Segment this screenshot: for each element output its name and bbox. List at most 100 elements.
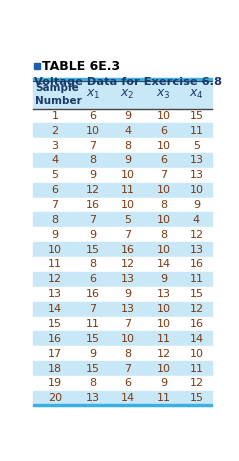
Text: 6: 6 [124,378,131,388]
Text: $x_3$: $x_3$ [156,88,171,101]
Bar [34,63,40,69]
Text: 16: 16 [86,200,100,210]
Text: 14: 14 [48,304,62,314]
Text: 12: 12 [190,378,204,388]
Text: 10: 10 [157,304,171,314]
Bar [33,108,212,123]
Text: 10: 10 [157,245,171,254]
Text: 16: 16 [190,319,203,329]
Text: 5: 5 [193,141,200,151]
Text: 14: 14 [120,393,135,403]
Text: 15: 15 [190,111,203,121]
Text: 12: 12 [190,230,204,240]
Text: 8: 8 [51,215,59,225]
Text: 13: 13 [86,393,100,403]
Text: 11: 11 [86,319,100,329]
Text: 14: 14 [190,334,204,344]
Text: 1: 1 [52,111,59,121]
Text: 13: 13 [48,289,62,299]
Text: 9: 9 [89,170,97,180]
Bar [33,361,212,376]
Text: 9: 9 [160,378,167,388]
Text: 9: 9 [51,230,59,240]
Bar [33,198,212,213]
Bar [33,301,212,317]
Text: 9: 9 [124,111,131,121]
Text: 16: 16 [48,334,62,344]
Text: 11: 11 [157,334,171,344]
Text: 9: 9 [193,200,200,210]
Text: 7: 7 [124,319,131,329]
Text: 7: 7 [51,200,59,210]
Text: 5: 5 [124,215,131,225]
Text: 9: 9 [89,349,97,359]
Bar [33,404,212,407]
Text: 15: 15 [86,364,100,373]
Text: 10: 10 [157,215,171,225]
Bar [33,257,212,272]
Bar [33,376,212,391]
Text: 9: 9 [89,230,97,240]
Text: 8: 8 [124,141,131,151]
Text: 6: 6 [160,155,167,165]
Text: 16: 16 [86,289,100,299]
Text: 6: 6 [52,185,59,195]
Bar [33,78,212,81]
Bar [33,227,212,242]
Text: 6: 6 [90,274,97,284]
Text: 10: 10 [190,185,203,195]
Text: 10: 10 [157,364,171,373]
Bar [33,346,212,361]
Text: Sample
Number: Sample Number [35,83,82,106]
Bar [33,272,212,287]
Bar [33,183,212,198]
Text: 12: 12 [120,260,135,270]
Text: 10: 10 [120,170,135,180]
Text: 11: 11 [190,274,203,284]
Text: 10: 10 [157,185,171,195]
Text: 7: 7 [89,141,97,151]
Text: 11: 11 [190,126,203,136]
Bar [33,287,212,301]
Text: 6: 6 [160,126,167,136]
Text: 7: 7 [124,230,131,240]
Text: 7: 7 [89,304,97,314]
Text: 10: 10 [157,111,171,121]
Text: 16: 16 [190,260,203,270]
Text: 10: 10 [48,245,62,254]
Text: 10: 10 [157,319,171,329]
Text: 10: 10 [157,141,171,151]
Text: 7: 7 [89,215,97,225]
Text: 19: 19 [48,378,62,388]
Text: 11: 11 [190,364,203,373]
Text: $x_4$: $x_4$ [189,88,204,101]
Text: 13: 13 [120,304,135,314]
Bar [33,317,212,331]
Bar [33,331,212,346]
Text: 8: 8 [124,349,131,359]
Text: 7: 7 [124,364,131,373]
Text: 13: 13 [190,155,203,165]
Text: 20: 20 [48,393,62,403]
Text: 10: 10 [120,334,135,344]
Text: 4: 4 [51,155,59,165]
Text: 15: 15 [190,393,203,403]
Text: 11: 11 [48,260,62,270]
Text: 10: 10 [86,126,100,136]
Text: 15: 15 [86,334,100,344]
Bar [33,138,212,153]
Text: 12: 12 [190,304,204,314]
Text: 8: 8 [160,230,167,240]
Bar [33,123,212,138]
Text: 13: 13 [190,170,203,180]
Text: 5: 5 [52,170,59,180]
Text: 8: 8 [89,260,97,270]
Bar [33,153,212,168]
Text: $x_1$: $x_1$ [86,88,100,101]
Bar [33,391,212,406]
Text: 11: 11 [157,393,171,403]
Text: 13: 13 [190,245,203,254]
Text: 10: 10 [190,349,203,359]
Text: 7: 7 [160,170,167,180]
Text: 14: 14 [157,260,171,270]
